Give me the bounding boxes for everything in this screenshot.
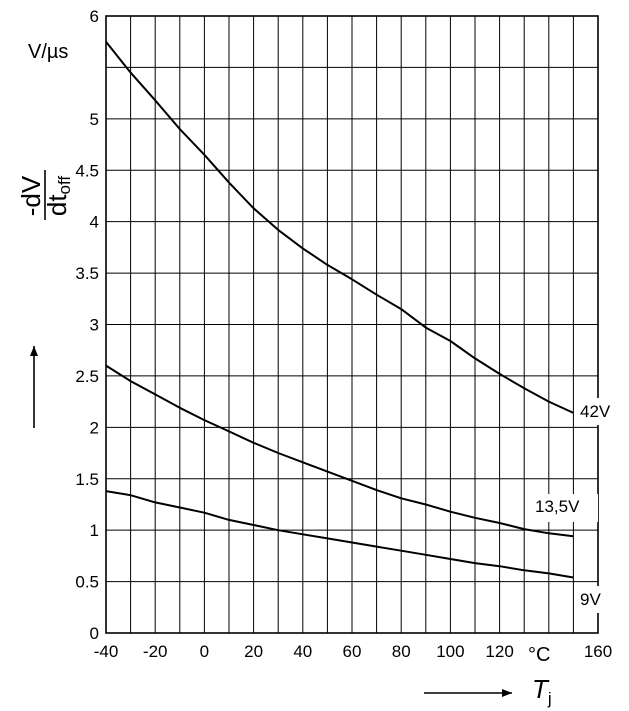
x-tick-label: 120 [485,642,513,661]
x-tick-label: 80 [392,642,411,661]
y-tick-label: 6 [90,7,99,26]
x-tick-label: 100 [436,642,464,661]
y-tick-label: 4.5 [75,161,99,180]
series-label-1: 13,5V [535,497,580,516]
grid [106,16,598,633]
y-tick-label: 1.5 [75,470,99,489]
y-tick-label: 3 [90,316,99,335]
y-tick-label: 0.5 [75,573,99,592]
series-line-2 [105,490,574,579]
x-unit-label: °C [528,644,550,666]
plot-frame [105,15,599,634]
y-tick-label: 4 [90,213,99,232]
y-tick-label: 2.5 [75,367,99,386]
series-label-background [574,398,604,425]
series-label-background [532,494,598,522]
series-line-1 [105,364,574,538]
y-tick-label: 2 [90,418,99,437]
x-tick-label: 0 [200,642,209,661]
y-axis-label: -dV dtoff [16,170,74,220]
tick-labels: -40 -20 0 20 40 60 80 100 120 160 0 0.5 1 1.5 2 2.5 3 3.5… [75,7,612,661]
x-tick-label: 20 [244,642,263,661]
series-line-0 [105,41,574,414]
x-tick-label: -20 [143,642,168,661]
series-labels: 42V 13,5V 9V [532,398,611,613]
series-label-0: 42V [580,402,611,421]
x-tick-label: 40 [293,642,312,661]
y-unit-label: V/µs [28,41,68,63]
x-axis-label: Tj [532,674,552,708]
y-tick-label: 3.5 [75,264,99,283]
y-axis-label-numerator: -dV [16,175,46,216]
x-tick-label: 160 [584,642,612,661]
y-tick-label: 5 [90,110,99,129]
y-tick-label: 1 [90,521,99,540]
x-tick-label: 60 [343,642,362,661]
series-label-background [574,586,600,613]
y-tick-label: 0 [90,624,99,643]
series-lines [105,41,574,579]
x-tick-label: -40 [94,642,119,661]
series-label-2: 9V [580,590,601,609]
y-axis-label-denominator: dtoff [42,176,74,217]
